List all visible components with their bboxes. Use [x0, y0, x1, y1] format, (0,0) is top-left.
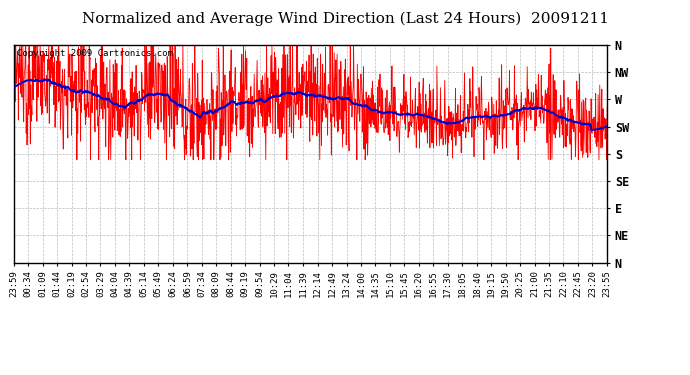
Text: Normalized and Average Wind Direction (Last 24 Hours)  20091211: Normalized and Average Wind Direction (L… — [81, 11, 609, 26]
Text: Copyright 2009 Cartronics.com: Copyright 2009 Cartronics.com — [17, 50, 172, 58]
